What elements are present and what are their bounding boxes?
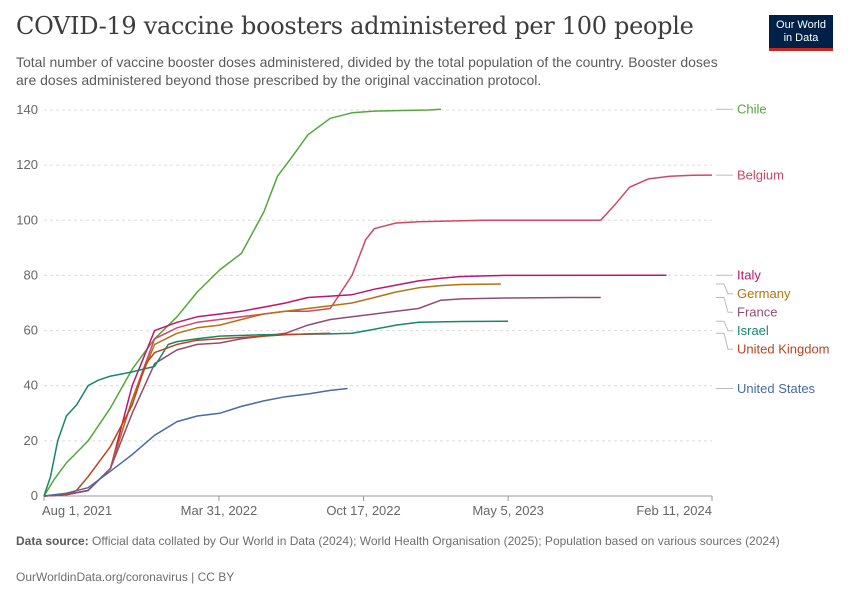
label-connector xyxy=(716,283,733,295)
y-tick-label: 120 xyxy=(16,157,38,172)
series-label-france[interactable]: France xyxy=(737,305,777,320)
y-tick-label: 40 xyxy=(24,378,38,393)
source-text: Official data collated by Our World in D… xyxy=(92,534,780,548)
y-tick-label: 0 xyxy=(31,488,38,503)
label-connector xyxy=(716,297,733,313)
y-tick-label: 60 xyxy=(24,323,38,338)
series-label-belgium[interactable]: Belgium xyxy=(737,168,784,183)
series-line-italy[interactable] xyxy=(43,274,667,497)
series-line-united-kingdom[interactable] xyxy=(43,332,331,497)
x-axis: Aug 1, 2021 Mar 31, 2022 Oct 17, 2022 May 5… xyxy=(42,495,713,518)
source-label: Data source: xyxy=(16,534,89,548)
series-line-france[interactable] xyxy=(43,296,601,497)
series-line-belgium[interactable] xyxy=(43,174,713,497)
x-tick-label: Feb 11, 2024 xyxy=(636,503,712,518)
series-lines xyxy=(43,108,713,497)
series-line-chile[interactable] xyxy=(43,108,441,497)
y-tick-label: 140 xyxy=(16,102,38,117)
y-tick-label: 20 xyxy=(24,433,38,448)
logo-line-1: Our World xyxy=(776,19,826,31)
series-line-united-states[interactable] xyxy=(43,387,348,497)
x-tick-label: Oct 17, 2022 xyxy=(326,503,400,518)
series-label-germany[interactable]: Germany xyxy=(737,286,791,301)
series-label-chile[interactable]: Chile xyxy=(737,102,767,117)
series-line-israel[interactable] xyxy=(43,320,509,497)
x-tick-label: Aug 1, 2021 xyxy=(42,503,112,518)
logo-line-2: in Data xyxy=(783,32,819,44)
y-tick-label: 80 xyxy=(24,267,38,282)
series-label-united-kingdom[interactable]: United Kingdom xyxy=(737,342,830,357)
x-tick-label: Mar 31, 2022 xyxy=(181,503,258,518)
series-line-germany[interactable] xyxy=(43,283,501,497)
label-connector xyxy=(716,320,733,332)
x-tick-label: May 5, 2023 xyxy=(472,503,544,518)
credit-link[interactable]: OurWorldinData.org/coronavirus | CC BY xyxy=(16,570,235,584)
series-label-italy[interactable]: Italy xyxy=(737,268,761,283)
chart-title: COVID-19 vaccine boosters administered p… xyxy=(16,12,694,40)
series-labels: Chile Belgium Italy Germany France Israel Unit… xyxy=(716,102,830,396)
series-label-united-states[interactable]: United States xyxy=(737,381,816,396)
data-source-note: Data source: Official data collated by O… xyxy=(16,533,816,549)
y-tick-label: 100 xyxy=(16,212,38,227)
y-axis-ticks: 0 20 40 60 80 100 120 140 xyxy=(16,102,38,503)
owid-logo[interactable]: Our World in Data xyxy=(769,15,833,51)
series-label-israel[interactable]: Israel xyxy=(737,323,769,338)
label-connector xyxy=(716,332,733,350)
chart-subtitle: Total number of vaccine booster doses ad… xyxy=(16,54,718,88)
line-chart: 0 20 40 60 80 100 120 140 Aug 1, 2021 Mar 31, 20… xyxy=(16,102,830,518)
